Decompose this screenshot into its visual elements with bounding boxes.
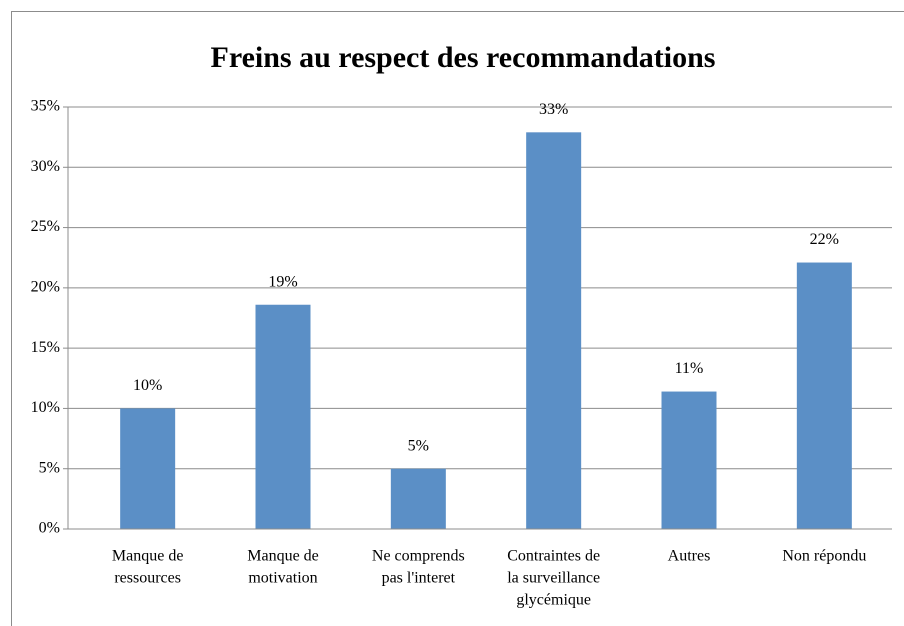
- y-tick-label: 5%: [39, 459, 60, 476]
- x-tick-label: Autres: [668, 548, 711, 565]
- bar: [255, 304, 311, 529]
- x-tick-label: Contraintes de: [507, 548, 600, 565]
- y-tick-label: 15%: [31, 339, 60, 356]
- data-label: 22%: [810, 231, 839, 248]
- bar: [390, 468, 446, 529]
- x-tick-label: ressources: [114, 570, 181, 587]
- x-tick-label: la surveillance: [507, 570, 600, 587]
- x-tick-label: Ne comprends: [372, 548, 465, 565]
- y-tick-label: 20%: [31, 279, 60, 296]
- y-tick-label: 10%: [31, 399, 60, 416]
- bar: [120, 408, 176, 529]
- x-tick-label: Non répondu: [782, 548, 866, 565]
- data-label: 33%: [539, 101, 568, 118]
- data-label: 10%: [133, 377, 162, 394]
- data-label: 5%: [408, 437, 429, 454]
- data-label: 11%: [675, 360, 704, 377]
- y-tick-label: 0%: [39, 520, 60, 537]
- x-tick-label: pas l'interet: [382, 570, 456, 587]
- bar: [526, 132, 582, 529]
- data-label: 19%: [268, 273, 297, 290]
- chart-title: Freins au respect des recommandations: [211, 41, 716, 74]
- x-tick-label: Manque de: [112, 548, 184, 565]
- bar: [661, 391, 717, 529]
- y-tick-label: 30%: [31, 158, 60, 175]
- y-tick-label: 25%: [31, 218, 60, 235]
- chart-frame: [11, 11, 904, 626]
- bar: [796, 262, 852, 529]
- x-tick-label: glycémique: [516, 592, 591, 609]
- x-tick-label: Manque de: [247, 548, 319, 565]
- y-tick-label: 35%: [31, 98, 60, 115]
- x-tick-label: motivation: [248, 570, 317, 587]
